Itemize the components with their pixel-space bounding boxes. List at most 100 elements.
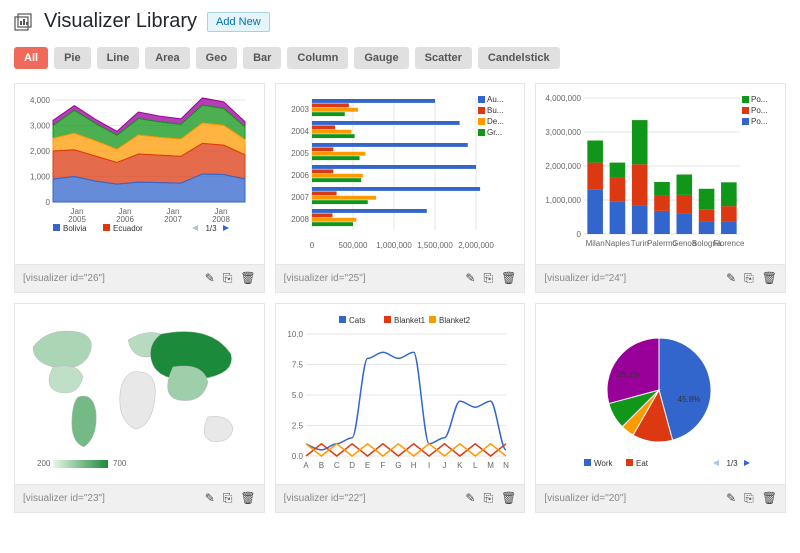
svg-text:K: K (457, 461, 463, 470)
visualizer-id: [visualizer id="24"] (544, 273, 626, 284)
visualizer-id: [visualizer id="25"] (284, 273, 366, 284)
svg-text:0: 0 (46, 198, 51, 207)
svg-text:2.5: 2.5 (292, 422, 304, 431)
svg-text:0: 0 (309, 241, 314, 250)
svg-text:Work: Work (594, 459, 614, 468)
edit-icon[interactable]: ✎ (726, 491, 736, 506)
svg-text:1,500,000: 1,500,000 (417, 241, 453, 250)
svg-text:D: D (349, 461, 355, 470)
chart-pie[interactable]: 45.8% 29.2% Work Eat 1/3 (536, 304, 785, 484)
svg-text:10.0: 10.0 (287, 330, 303, 339)
filter-line[interactable]: Line (97, 47, 140, 69)
svg-text:Bu...: Bu... (487, 106, 503, 115)
filter-pie[interactable]: Pie (54, 47, 91, 69)
svg-text:1,000: 1,000 (30, 173, 51, 182)
svg-text:Blanket1: Blanket1 (394, 316, 426, 325)
chart-card: 200700[visualizer id="23"]✎⎘🗑 (14, 303, 265, 513)
svg-text:2007: 2007 (291, 193, 309, 202)
svg-text:B: B (318, 461, 323, 470)
svg-text:Eat: Eat (636, 459, 649, 468)
svg-text:2,000,000: 2,000,000 (458, 241, 494, 250)
chart-card: 45.8% 29.2% Work Eat 1/3 [visualizer id="20"]… (535, 303, 786, 513)
svg-text:2007: 2007 (164, 215, 182, 224)
delete-icon[interactable]: 🗑 (240, 491, 255, 506)
svg-text:M: M (487, 461, 494, 470)
chart-card: 0500,0001,000,0001,500,0002,000,00020032… (275, 83, 526, 293)
edit-icon[interactable]: ✎ (465, 491, 475, 506)
clone-icon[interactable]: ⎘ (223, 491, 233, 506)
filter-candelstick[interactable]: Candelstick (478, 47, 560, 69)
svg-text:Cats: Cats (349, 316, 365, 325)
clone-icon[interactable]: ⎘ (483, 491, 493, 506)
filter-area[interactable]: Area (145, 47, 189, 69)
svg-text:4,000,000: 4,000,000 (546, 94, 582, 103)
chart-geo[interactable]: 200 700 (15, 304, 264, 484)
svg-text:0.0: 0.0 (292, 452, 304, 461)
svg-text:Ecuador: Ecuador (113, 224, 143, 232)
edit-icon[interactable]: ✎ (205, 271, 215, 286)
svg-text:700: 700 (113, 459, 127, 468)
svg-text:F: F (380, 461, 385, 470)
edit-icon[interactable]: ✎ (205, 491, 215, 506)
filter-all[interactable]: All (14, 47, 48, 69)
clone-icon[interactable]: ⎘ (744, 491, 754, 506)
delete-icon[interactable]: 🗑 (501, 271, 516, 286)
svg-text:C: C (334, 461, 340, 470)
svg-text:29.2%: 29.2% (618, 370, 641, 379)
library-icon (14, 12, 34, 32)
svg-text:3,000: 3,000 (30, 122, 51, 131)
svg-text:Bolivia: Bolivia (63, 224, 87, 232)
delete-icon[interactable]: 🗑 (501, 491, 516, 506)
page-title: Visualizer Library (44, 10, 197, 33)
filter-bar: All Pie LineArea Geo Bar Column Gauge Scatter Ca… (14, 47, 786, 69)
svg-text:2,000,000: 2,000,000 (546, 162, 582, 171)
svg-text:Naples: Naples (605, 239, 630, 248)
svg-text:2005: 2005 (291, 149, 309, 158)
chart-bar-horizontal[interactable]: 0500,0001,000,0001,500,0002,000,00020032… (276, 84, 525, 264)
svg-text:H: H (410, 461, 416, 470)
clone-icon[interactable]: ⎘ (223, 271, 233, 286)
delete-icon[interactable]: 🗑 (762, 491, 777, 506)
svg-text:0: 0 (577, 230, 582, 239)
svg-text:200: 200 (37, 459, 51, 468)
chart-column-stacked[interactable]: 01,000,0002,000,0003,000,0004,000,000Mil… (536, 84, 785, 264)
svg-text:7.5: 7.5 (292, 361, 304, 370)
svg-text:3,000,000: 3,000,000 (546, 128, 582, 137)
svg-text:Gr...: Gr... (487, 128, 502, 137)
add-new-button[interactable]: Add New (207, 12, 270, 32)
clone-icon[interactable]: ⎘ (483, 271, 493, 286)
delete-icon[interactable]: 🗑 (240, 271, 255, 286)
svg-text:45.8%: 45.8% (678, 395, 701, 404)
svg-text:J: J (442, 461, 446, 470)
filter-bar[interactable]: Bar (243, 47, 281, 69)
chart-area[interactable]: 01,0002,0003,0004,000Jan2005Jan2006Jan20… (15, 84, 264, 264)
svg-text:1/3: 1/3 (727, 459, 739, 468)
svg-text:2006: 2006 (116, 215, 134, 224)
svg-text:Po...: Po... (751, 117, 767, 126)
svg-text:2005: 2005 (68, 215, 86, 224)
filter-scatter[interactable]: Scatter (415, 47, 472, 69)
svg-text:1/3: 1/3 (205, 224, 217, 232)
svg-text:A: A (303, 461, 309, 470)
svg-text:2008: 2008 (212, 215, 230, 224)
filter-geo[interactable]: Geo (196, 47, 237, 69)
svg-text:1,000,000: 1,000,000 (376, 241, 412, 250)
clone-icon[interactable]: ⎘ (744, 271, 754, 286)
svg-text:2006: 2006 (291, 171, 309, 180)
delete-icon[interactable]: 🗑 (762, 271, 777, 286)
chart-card: 01,0002,0003,0004,000Jan2005Jan2006Jan20… (14, 83, 265, 293)
svg-text:2008: 2008 (291, 215, 309, 224)
edit-icon[interactable]: ✎ (726, 271, 736, 286)
svg-text:E: E (365, 461, 370, 470)
chart-card: CatsBlanket1Blanket20.02.55.07.510.0ABCD… (275, 303, 526, 513)
svg-text:I: I (428, 461, 430, 470)
svg-text:Florence: Florence (714, 239, 746, 248)
svg-text:De...: De... (487, 117, 504, 126)
visualizer-id: [visualizer id="22"] (284, 493, 366, 504)
edit-icon[interactable]: ✎ (465, 271, 475, 286)
chart-line[interactable]: CatsBlanket1Blanket20.02.55.07.510.0ABCD… (276, 304, 525, 484)
svg-text:2004: 2004 (291, 127, 309, 136)
filter-column[interactable]: Column (287, 47, 348, 69)
visualizer-id: [visualizer id="20"] (544, 493, 626, 504)
filter-gauge[interactable]: Gauge (354, 47, 408, 69)
